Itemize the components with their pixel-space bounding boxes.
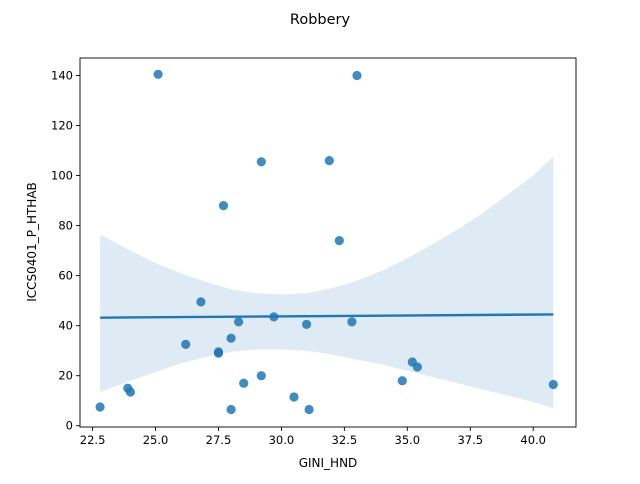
data-points-layer bbox=[95, 69, 558, 415]
data-point bbox=[352, 70, 362, 81]
data-point bbox=[397, 376, 407, 386]
regression-line-layer bbox=[100, 313, 554, 319]
data-point bbox=[234, 317, 244, 327]
data-point bbox=[324, 156, 334, 166]
data-point bbox=[304, 404, 314, 415]
data-point bbox=[153, 69, 163, 79]
data-point bbox=[125, 387, 135, 397]
x-tick-label: 25.0 bbox=[143, 433, 169, 447]
data-point bbox=[95, 402, 105, 412]
x-tick-label: 30.0 bbox=[269, 433, 295, 447]
data-point bbox=[548, 379, 558, 390]
confidence-band bbox=[100, 156, 554, 409]
data-point bbox=[226, 404, 236, 415]
data-point bbox=[412, 362, 422, 372]
data-point bbox=[256, 371, 266, 381]
data-point bbox=[239, 378, 249, 388]
y-tick-label: 40 bbox=[58, 319, 73, 333]
regression-line bbox=[100, 313, 554, 319]
y-axis-label: ICCS0401_P_HTHAB bbox=[25, 182, 39, 302]
x-axis-label: GINI_HND bbox=[299, 456, 358, 470]
data-point bbox=[269, 312, 279, 322]
y-tick-label: 140 bbox=[51, 69, 73, 83]
y-tick-label: 0 bbox=[66, 419, 73, 433]
x-axis-ticks: 22.5 25.0 27.5 30.0 32.5 35.0 37.5 40.0 bbox=[80, 427, 546, 447]
data-point bbox=[196, 297, 206, 307]
x-tick-label: 40.0 bbox=[520, 433, 546, 447]
y-tick-label: 80 bbox=[58, 219, 73, 233]
x-tick-label: 35.0 bbox=[395, 433, 421, 447]
x-tick-label: 22.5 bbox=[80, 433, 106, 447]
x-tick-label: 32.5 bbox=[332, 433, 358, 447]
y-tick-label: 120 bbox=[51, 119, 73, 133]
chart-title: Robbery bbox=[290, 12, 351, 28]
data-point bbox=[347, 317, 357, 327]
x-tick-label: 27.5 bbox=[206, 433, 232, 447]
y-tick-label: 100 bbox=[51, 169, 73, 183]
data-point bbox=[302, 319, 312, 329]
plot-frame bbox=[79, 57, 577, 428]
data-point bbox=[256, 157, 266, 167]
confidence-band-layer bbox=[100, 156, 554, 409]
x-tick-label: 37.5 bbox=[457, 433, 483, 447]
data-point bbox=[226, 333, 236, 343]
y-axis-ticks: 0 20 40 60 80 100 120 140 bbox=[51, 69, 80, 433]
data-point bbox=[181, 339, 191, 349]
y-tick-label: 20 bbox=[58, 369, 73, 383]
data-point bbox=[218, 201, 229, 211]
data-point bbox=[289, 392, 299, 402]
y-tick-label: 60 bbox=[58, 269, 73, 283]
data-point bbox=[334, 236, 344, 246]
data-point bbox=[213, 348, 224, 358]
